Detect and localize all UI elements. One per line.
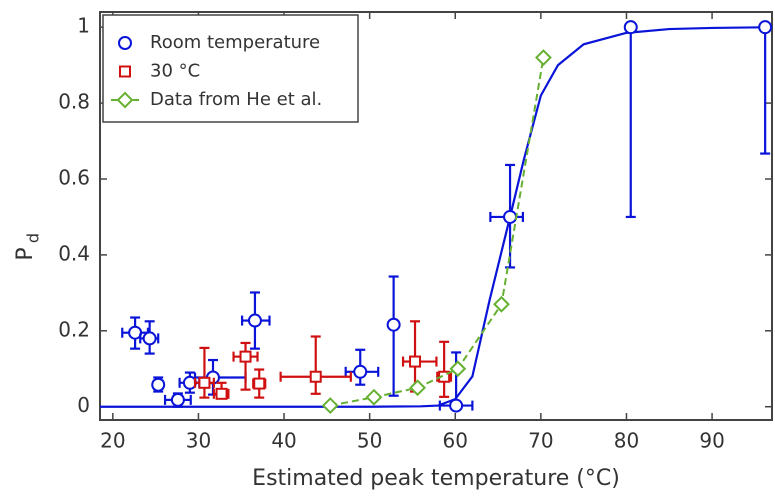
point <box>365 388 383 406</box>
y-tick-label: 0.2 <box>58 317 90 341</box>
y-axis-label-subscript: d <box>24 233 43 243</box>
point <box>198 376 211 389</box>
point <box>253 377 266 390</box>
y-tick-label: 0.4 <box>58 241 90 265</box>
point <box>449 360 467 378</box>
point <box>493 295 510 313</box>
x-axis-label: Estimated peak temperature (°C) <box>252 466 620 491</box>
x-tick-label: 20 <box>100 429 125 453</box>
legend-label: Room temperature <box>150 32 320 53</box>
point <box>119 65 131 78</box>
point <box>623 20 638 35</box>
series-line <box>330 57 545 407</box>
plot-frame <box>99 11 773 421</box>
point <box>239 350 252 363</box>
point <box>118 36 132 50</box>
point <box>409 379 427 397</box>
y-axis-label-group: P d <box>13 233 43 261</box>
point <box>247 313 262 328</box>
point <box>386 317 401 332</box>
point <box>758 20 773 35</box>
x-tick-label: 70 <box>528 429 553 453</box>
point <box>215 387 228 400</box>
legend-box <box>102 14 359 123</box>
y-tick-label: 1 <box>77 14 90 38</box>
x-tick-label: 60 <box>443 429 468 453</box>
point <box>151 377 166 392</box>
point <box>142 331 157 346</box>
y-axis-label: P <box>13 247 38 260</box>
point <box>128 325 143 340</box>
point <box>309 370 322 383</box>
x-tick-label: 40 <box>271 429 296 453</box>
x-tick-label: 50 <box>357 429 382 453</box>
point <box>116 91 134 109</box>
legend-label: Data from He et al. <box>150 89 322 110</box>
point <box>170 392 185 407</box>
legend-label: 30 °C <box>150 61 200 82</box>
y-tick-label: 0.8 <box>58 90 90 114</box>
x-tick-label: 80 <box>614 429 639 453</box>
y-tick-label: 0 <box>77 393 90 417</box>
point <box>535 49 552 66</box>
y-tick-label: 0.6 <box>58 165 90 189</box>
point <box>503 209 518 224</box>
point <box>321 397 339 414</box>
x-tick-label: 90 <box>699 429 724 453</box>
fit-curve <box>100 26 773 408</box>
x-tick-label: 30 <box>186 429 211 453</box>
point <box>353 364 368 379</box>
point <box>449 398 464 413</box>
point <box>409 355 422 368</box>
